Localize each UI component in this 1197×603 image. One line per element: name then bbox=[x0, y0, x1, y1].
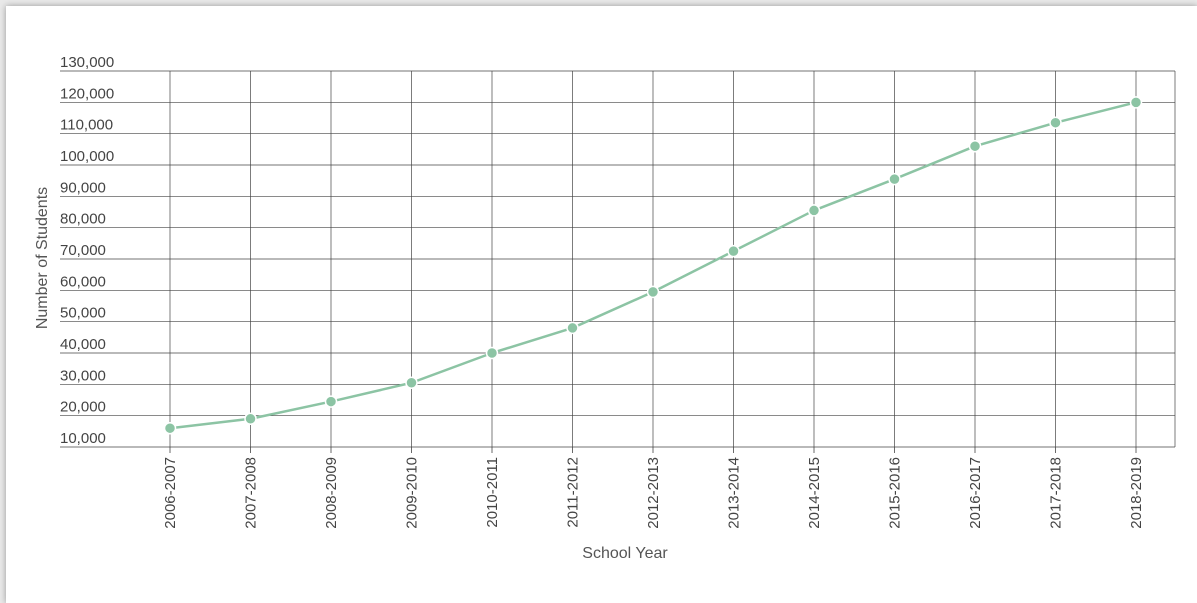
x-tick-label: 2014-2015 bbox=[806, 457, 823, 529]
y-tick-label: 110,000 bbox=[60, 117, 113, 134]
x-tick-label: 2010-2011 bbox=[484, 457, 501, 528]
y-tick-label: 20,000 bbox=[60, 399, 106, 416]
data-point[interactable] bbox=[968, 139, 982, 153]
y-tick-label: 40,000 bbox=[60, 336, 106, 353]
grid bbox=[60, 70, 1176, 453]
data-point[interactable] bbox=[485, 346, 499, 360]
y-tick-label: 120,000 bbox=[60, 85, 114, 102]
data-point[interactable] bbox=[1129, 96, 1143, 109]
y-tick-label: 80,000 bbox=[60, 211, 106, 228]
data-point[interactable] bbox=[324, 395, 338, 408]
data-point[interactable] bbox=[888, 172, 901, 186]
x-tick-label: 2008-2009 bbox=[323, 457, 340, 529]
y-tick-label: 70,000 bbox=[60, 242, 106, 259]
y-axis-label: Number of Students bbox=[34, 187, 51, 329]
series bbox=[163, 96, 1143, 435]
x-tick-label: 2013-2014 bbox=[726, 457, 743, 529]
x-tick-label: 2012-2013 bbox=[645, 457, 662, 529]
x-tick-label: 2007-2008 bbox=[243, 457, 260, 529]
data-point[interactable] bbox=[1049, 116, 1062, 129]
y-tick-label: 130,000 bbox=[60, 54, 114, 71]
x-tick-label: 2011-2012 bbox=[565, 457, 582, 528]
x-tick-label: 2018-2019 bbox=[1128, 457, 1145, 529]
x-tick-label: 2015-2016 bbox=[887, 457, 904, 529]
x-tick-label: 2017-2018 bbox=[1048, 457, 1065, 529]
y-tick-label: 50,000 bbox=[60, 305, 106, 322]
data-point[interactable] bbox=[727, 244, 740, 258]
y-tick-labels: 10,000 20,000 30,000 40,000 50,000 60,000 70,0… bbox=[60, 54, 114, 447]
y-tick-label: 100,000 bbox=[60, 148, 114, 165]
data-point[interactable] bbox=[244, 412, 257, 426]
data-point[interactable] bbox=[646, 285, 660, 299]
data-point[interactable] bbox=[163, 421, 177, 435]
data-point[interactable] bbox=[807, 204, 821, 217]
x-axis-label: School Year bbox=[582, 545, 668, 562]
x-tick-labels: 2006-2007 2007-2008 2008-2009 2009-2010 2010… bbox=[162, 457, 1145, 529]
x-tick-label: 2009-2010 bbox=[404, 457, 421, 529]
y-tick-label: 90,000 bbox=[60, 179, 106, 196]
y-tick-label: 30,000 bbox=[60, 367, 106, 384]
x-tick-label: 2006-2007 bbox=[162, 457, 179, 529]
data-point[interactable] bbox=[566, 321, 579, 335]
y-tick-label: 60,000 bbox=[60, 273, 106, 290]
data-point[interactable] bbox=[405, 376, 418, 390]
x-tick-label: 2016-2017 bbox=[967, 457, 984, 529]
chart-card bbox=[6, 6, 1197, 603]
y-tick-label: 10,000 bbox=[60, 430, 106, 447]
